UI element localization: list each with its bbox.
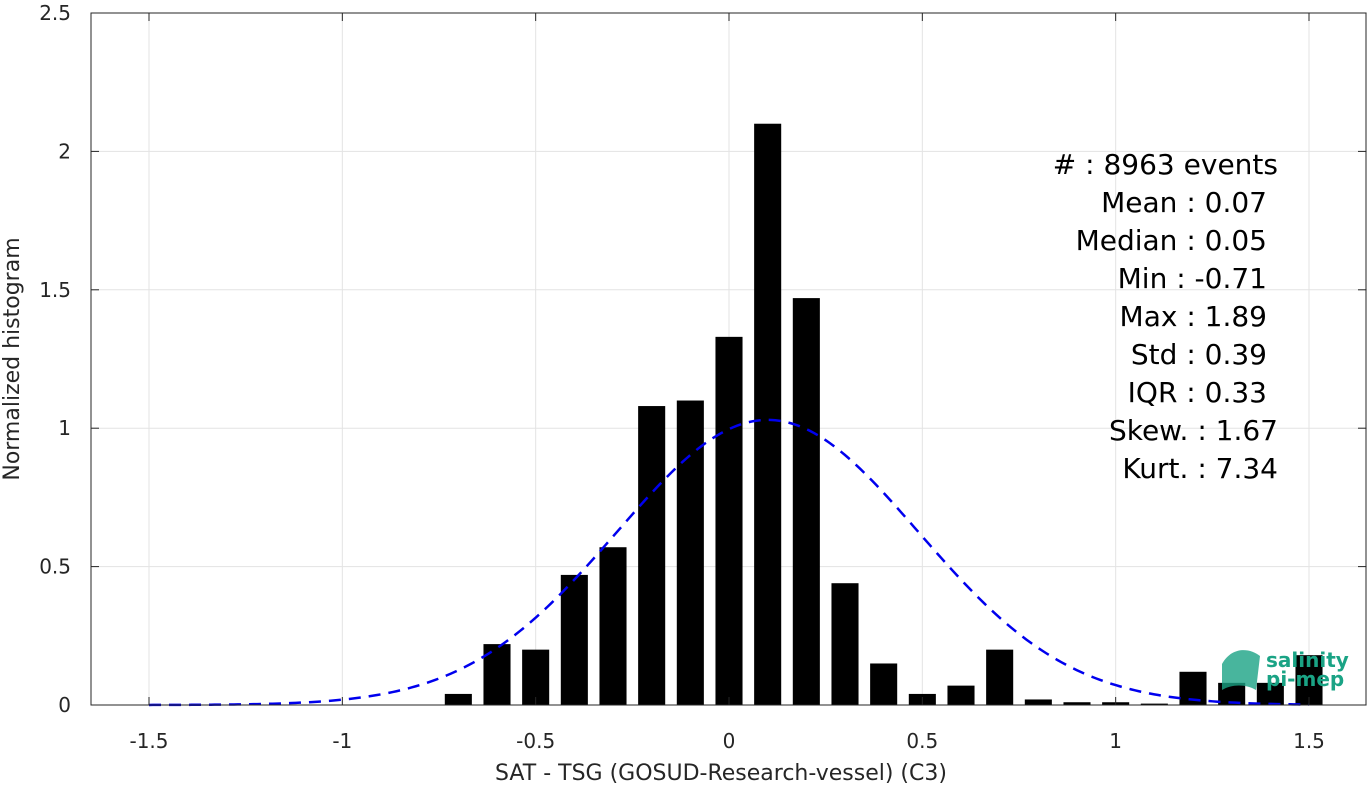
salinity-pimep-logo: salinity pi-mep [1222,648,1349,691]
y-tick-label-3: 1.5 [39,278,71,302]
x-tick-label-1: -1 [332,729,352,753]
histogram-bar-6 [676,400,704,705]
histogram-bar-5 [638,406,666,705]
x-tick-label-6: 1.5 [1293,729,1325,753]
logo-wave-icon [1222,650,1260,690]
stat-line-5: Std : 0.39 [1131,338,1267,371]
y-tick-label-0: 0 [58,693,71,717]
stat-line-8: Kurt. : 7.34 [1122,452,1278,485]
stat-line-1: Mean : 0.07 [1101,186,1267,219]
histogram-bar-21 [1256,682,1284,705]
logo-text-line2: pi-mep [1266,667,1344,691]
histogram-bar-0 [444,693,472,705]
stat-line-4: Max : 1.89 [1120,300,1267,333]
y-tick-labels: 0 0.5 1 1.5 2 2.5 [39,1,71,717]
gaussian-fit-curve [148,418,1310,707]
y-tick-label-1: 0.5 [39,555,71,579]
histogram-bar-7 [715,336,743,705]
histogram-bar-15 [1024,699,1052,705]
histogram-bar-11 [870,663,898,705]
histogram-bar-2 [522,649,550,705]
stat-line-0: # : 8963 events [1053,148,1278,181]
x-tick-label-2: -0.5 [516,729,555,753]
histogram-bar-4 [599,547,627,705]
histogram-bar-13 [947,685,975,705]
x-tick-label-4: 0.5 [906,729,938,753]
y-tick-label-2: 1 [58,416,71,440]
stat-line-3: Min : -0.71 [1118,262,1267,295]
x-tick-labels: -1.5 -1 -0.5 0 0.5 1 1.5 [129,729,1324,753]
histogram-bar-9 [792,298,820,705]
stat-line-6: IQR : 0.33 [1128,376,1267,409]
histogram-bar-18 [1140,703,1168,705]
histogram-bar-22 [1295,655,1323,705]
x-tick-label-0: -1.5 [129,729,168,753]
histogram-bar-8 [754,123,782,706]
stat-line-7: Skew. : 1.67 [1109,414,1278,447]
y-tick-label-5: 2.5 [39,1,71,25]
stat-line-2: Median : 0.05 [1076,224,1267,257]
histogram-bar-3 [560,574,588,705]
logo-text-line1: salinity [1266,648,1349,672]
histogram-bar-14 [986,649,1014,705]
y-tick-label-4: 2 [58,139,71,163]
axis-ticks [91,12,1366,706]
statistics-annotation: # : 8963 events Mean : 0.07 Median : 0.05 M… [1053,148,1278,485]
histogram-bar-16 [1063,702,1091,705]
x-tick-label-5: 1 [1109,729,1122,753]
x-tick-label-3: 0 [723,729,736,753]
y-axis-label: Normalized histogram [0,237,25,480]
x-axis-label: SAT - TSG (GOSUD-Research-vessel) (C3) [495,761,947,785]
histogram-bars [444,123,1323,706]
histogram-bar-10 [831,583,859,705]
